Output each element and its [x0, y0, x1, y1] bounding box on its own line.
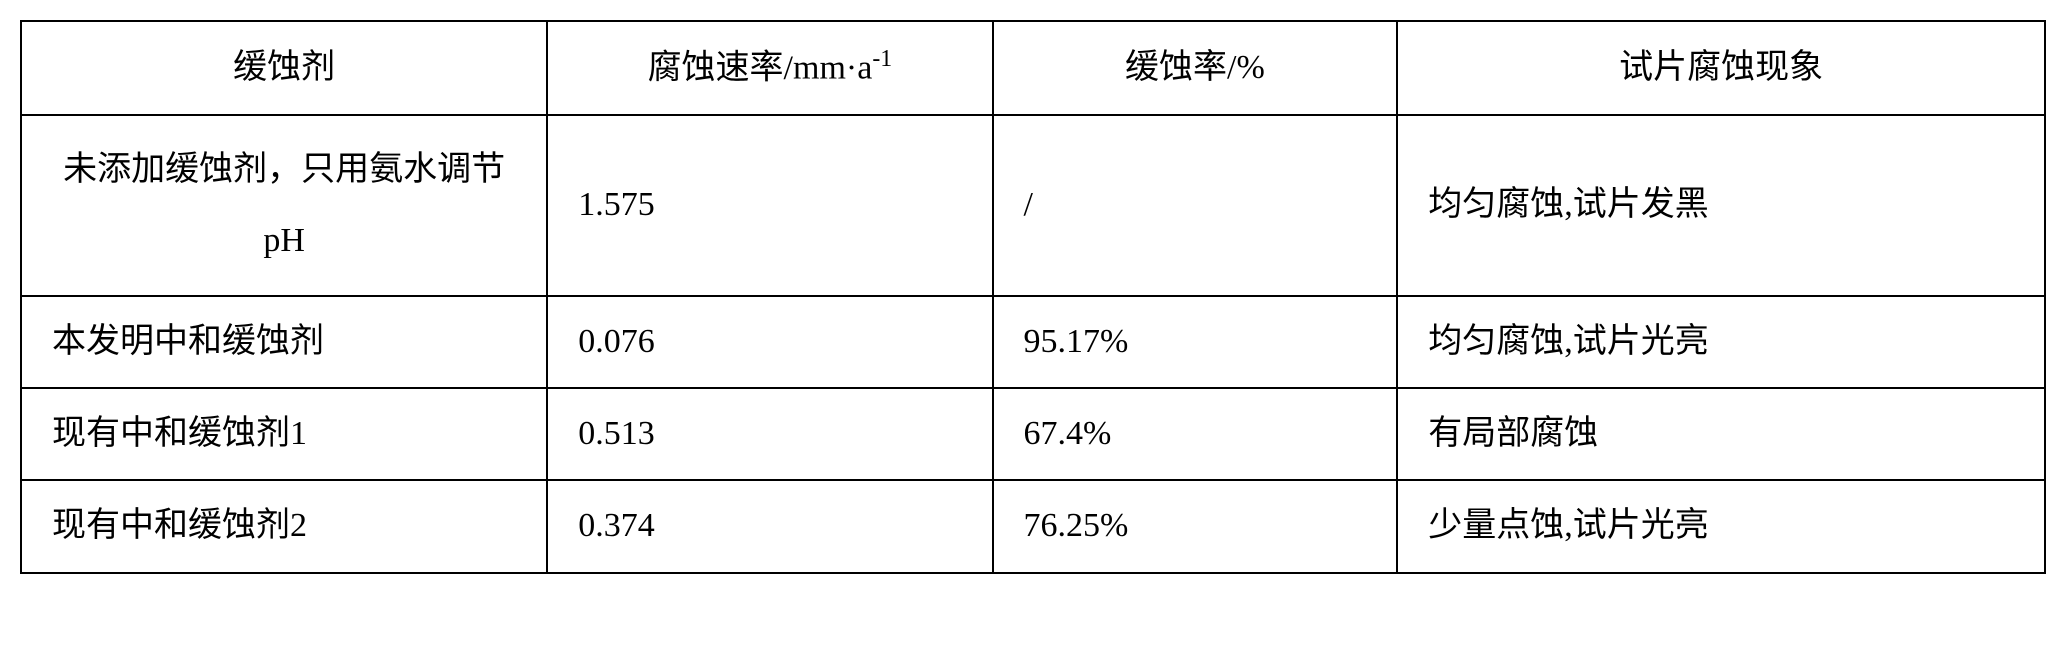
table-cell: 0.374	[547, 480, 992, 572]
header-cell-inhibitor: 缓蚀剂	[21, 21, 547, 115]
table-row: 现有中和缓蚀剂2 0.374 76.25% 少量点蚀,试片光亮	[21, 480, 2045, 572]
table-cell: 1.575	[547, 115, 992, 296]
cell-text: 有局部腐蚀	[1428, 407, 1598, 461]
cell-text: 76.25%	[1024, 499, 1129, 553]
table-cell: 未添加缓蚀剂，只用氨水调节pH	[21, 115, 547, 296]
cell-text: 0.076	[578, 315, 655, 369]
cell-text: 均匀腐蚀,试片发黑	[1428, 178, 1709, 232]
cell-text: 0.513	[578, 407, 655, 461]
cell-text: 95.17%	[1024, 315, 1129, 369]
cell-text: /	[1024, 178, 1033, 232]
table-cell: 0.076	[547, 296, 992, 388]
header-label: 缓蚀剂	[233, 41, 335, 95]
table-cell: /	[993, 115, 1398, 296]
cell-text: 67.4%	[1024, 407, 1112, 461]
header-cell-phenomenon: 试片腐蚀现象	[1397, 21, 2045, 115]
table-container: 缓蚀剂 腐蚀速率/mm·a-1 缓蚀率/% 试片腐蚀现象 未添加缓蚀剂，只用氨水…	[20, 20, 2046, 574]
cell-text: 本发明中和缓蚀剂	[52, 315, 324, 369]
table-cell: 67.4%	[993, 388, 1398, 480]
table-row: 现有中和缓蚀剂1 0.513 67.4% 有局部腐蚀	[21, 388, 2045, 480]
table-cell: 均匀腐蚀,试片光亮	[1397, 296, 2045, 388]
table-row: 未添加缓蚀剂，只用氨水调节pH 1.575 / 均匀腐蚀,试片发黑	[21, 115, 2045, 296]
table-cell: 本发明中和缓蚀剂	[21, 296, 547, 388]
header-label: 缓蚀率/%	[1125, 41, 1265, 95]
table-cell: 0.513	[547, 388, 992, 480]
table-cell: 95.17%	[993, 296, 1398, 388]
header-cell-inhibition-rate: 缓蚀率/%	[993, 21, 1398, 115]
corrosion-table: 缓蚀剂 腐蚀速率/mm·a-1 缓蚀率/% 试片腐蚀现象 未添加缓蚀剂，只用氨水…	[20, 20, 2046, 574]
cell-text: 现有中和缓蚀剂1	[52, 407, 307, 461]
cell-text: 少量点蚀,试片光亮	[1428, 499, 1709, 553]
header-label: 试片腐蚀现象	[1619, 41, 1823, 95]
table-cell: 现有中和缓蚀剂1	[21, 388, 547, 480]
table-cell: 有局部腐蚀	[1397, 388, 2045, 480]
header-cell-corrosion-rate: 腐蚀速率/mm·a-1	[547, 21, 992, 115]
header-label: 腐蚀速率/mm·a-1	[648, 40, 893, 96]
table-body: 未添加缓蚀剂，只用氨水调节pH 1.575 / 均匀腐蚀,试片发黑本发明中和缓蚀剂 0.…	[21, 115, 2045, 573]
table-cell: 均匀腐蚀,试片发黑	[1397, 115, 2045, 296]
cell-text: 现有中和缓蚀剂2	[52, 499, 307, 553]
cell-text: 均匀腐蚀,试片光亮	[1428, 315, 1709, 369]
table-cell: 少量点蚀,试片光亮	[1397, 480, 2045, 572]
table-cell: 现有中和缓蚀剂2	[21, 480, 547, 572]
cell-text: 0.374	[578, 499, 655, 553]
table-cell: 76.25%	[993, 480, 1398, 572]
table-header-row: 缓蚀剂 腐蚀速率/mm·a-1 缓蚀率/% 试片腐蚀现象	[21, 21, 2045, 115]
cell-text: 未添加缓蚀剂，只用氨水调节pH	[52, 134, 516, 277]
cell-text: 1.575	[578, 178, 655, 232]
table-row: 本发明中和缓蚀剂 0.076 95.17% 均匀腐蚀,试片光亮	[21, 296, 2045, 388]
